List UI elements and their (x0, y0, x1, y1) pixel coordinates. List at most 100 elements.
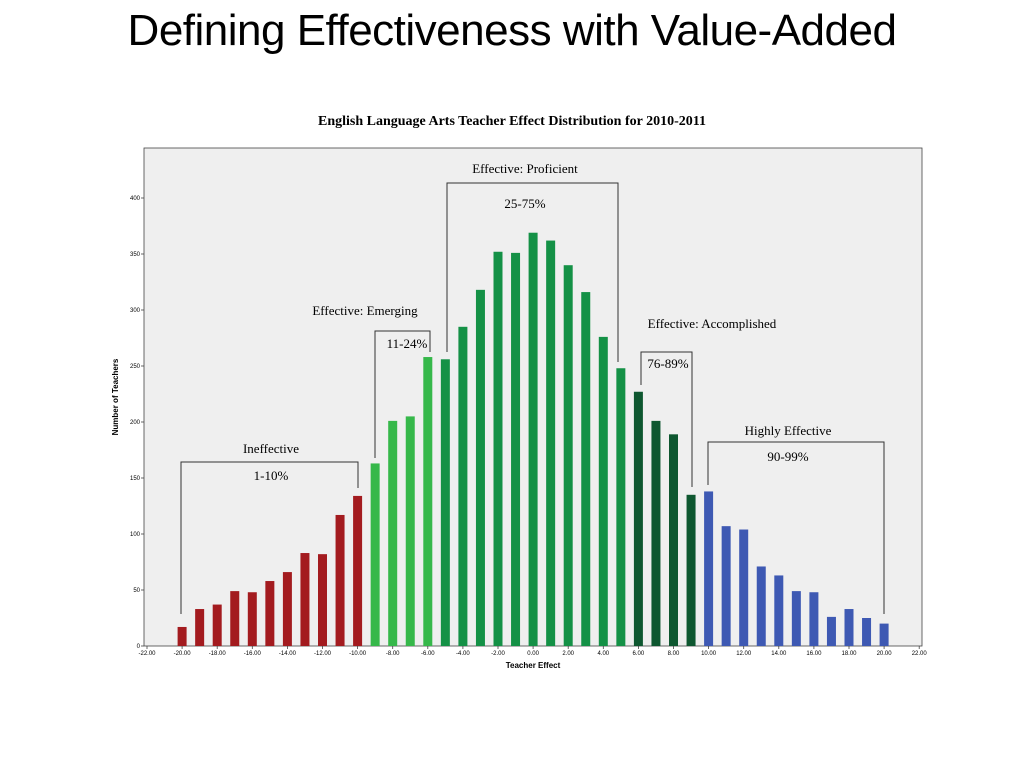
bracket-emerging: Effective: Emerging 11-24% (312, 303, 431, 458)
bar (511, 252, 521, 646)
bar (651, 420, 661, 646)
x-tick-label: -6.00 (421, 651, 435, 657)
bracket-label: Effective: Proficient (472, 161, 578, 176)
bar (598, 336, 608, 646)
bar (826, 616, 836, 646)
bar (405, 416, 415, 646)
bar (475, 289, 485, 646)
bar (546, 240, 556, 646)
bar (756, 566, 766, 646)
bar (633, 391, 643, 646)
bracket-line (374, 330, 431, 458)
bar (563, 265, 573, 646)
y-tick-label: 150 (130, 476, 141, 482)
bar (686, 494, 696, 646)
x-tick-label: 10.00 (701, 651, 717, 657)
bracket-range: 25-75% (504, 196, 545, 211)
bracket-line (707, 441, 885, 614)
bar (370, 463, 380, 646)
x-tick-label: 18.00 (841, 651, 857, 657)
x-tick-label: 22.00 (912, 651, 928, 657)
x-tick-label: 2.00 (562, 651, 574, 657)
x-tick-label: 0.00 (527, 651, 539, 657)
bracket-highly-effective: Highly Effective 90-99% (707, 423, 885, 614)
bar (458, 326, 468, 646)
bracket-accomplished: Effective: Accomplished 76-89% (640, 316, 777, 487)
y-tick-label: 350 (130, 252, 141, 258)
bracket-proficient: Effective: Proficient 25-75% (446, 161, 619, 362)
x-tick-label: -2.00 (491, 651, 505, 657)
y-tick-label: 400 (130, 196, 141, 202)
bar (581, 292, 591, 646)
chart-title: English Language Arts Teacher Effect Dis… (318, 114, 706, 129)
bar (739, 529, 749, 646)
x-tick-label: -16.00 (244, 651, 262, 657)
x-tick-label: 12.00 (736, 651, 752, 657)
x-tick-label: -18.00 (209, 651, 227, 657)
x-tick-label: -12.00 (314, 651, 332, 657)
bar (265, 581, 275, 646)
bracket-range: 90-99% (767, 449, 808, 464)
bar (300, 553, 310, 646)
bracket-ineffective: Ineffective 1-10% (180, 441, 359, 614)
bracket-range: 76-89% (647, 356, 688, 371)
bracket-label: Effective: Emerging (312, 303, 418, 318)
bar (493, 251, 503, 646)
bar (230, 591, 240, 646)
bar (388, 420, 398, 646)
x-tick-label: 6.00 (633, 651, 645, 657)
bracket-range: 1-10% (254, 468, 289, 483)
x-tick-label: 16.00 (806, 651, 822, 657)
x-tick-label: -20.00 (174, 651, 192, 657)
bar (791, 591, 801, 646)
bracket-line (640, 351, 693, 487)
y-axis: 0 50 100 150 200 250 300 350 400 (130, 196, 144, 650)
bar (353, 495, 363, 646)
bracket-label: Highly Effective (745, 423, 832, 438)
bar (844, 609, 854, 646)
bar (774, 575, 784, 646)
x-tick-label: 8.00 (668, 651, 680, 657)
bar (669, 434, 678, 646)
y-axis-label: Number of Teachers (111, 358, 120, 435)
x-tick-label: -10.00 (349, 651, 367, 657)
x-tick-label: -22.00 (138, 651, 156, 657)
bracket-label: Effective: Accomplished (648, 316, 777, 331)
x-axis: -22.00 -20.00 -18.00 -16.00 -14.00 -12.00 -10.… (138, 646, 927, 657)
x-tick-label: -4.00 (456, 651, 470, 657)
bar (809, 592, 819, 646)
x-tick-label: 20.00 (877, 651, 893, 657)
x-axis-label: Teacher Effect (506, 661, 561, 670)
bar (440, 359, 450, 646)
bar (721, 526, 731, 646)
bracket-line (446, 182, 619, 362)
x-tick-label: -14.00 (279, 651, 297, 657)
bar (247, 592, 257, 646)
y-tick-label: 0 (137, 644, 141, 650)
bar (195, 609, 205, 646)
y-tick-label: 100 (130, 532, 141, 538)
bar (704, 491, 714, 646)
bar (616, 368, 626, 646)
y-tick-label: 250 (130, 364, 141, 370)
bar (423, 357, 433, 646)
bar (282, 572, 292, 646)
bar (335, 514, 345, 646)
y-tick-label: 300 (130, 308, 141, 314)
bracket-label: Ineffective (243, 441, 299, 456)
bar (318, 554, 327, 646)
y-tick-label: 50 (133, 588, 140, 594)
bar (212, 604, 222, 646)
bar (862, 618, 872, 646)
bracket-line (180, 461, 359, 614)
bars (177, 232, 889, 646)
y-tick-label: 200 (130, 420, 141, 426)
x-tick-label: 14.00 (771, 651, 787, 657)
x-tick-label: -8.00 (386, 651, 400, 657)
bar (528, 232, 538, 646)
x-tick-label: 4.00 (597, 651, 609, 657)
bar (879, 623, 889, 646)
bar (177, 626, 187, 646)
bracket-range: 11-24% (387, 336, 428, 351)
